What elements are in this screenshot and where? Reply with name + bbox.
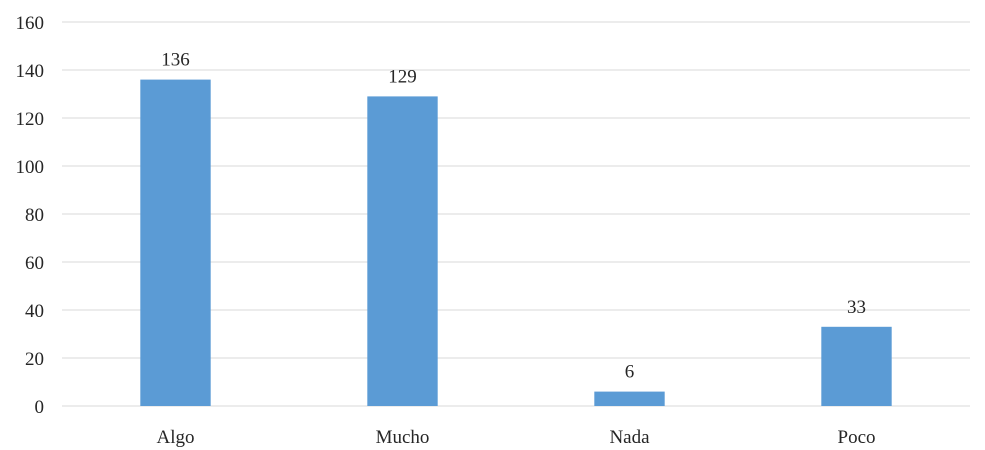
x-axis-categories: Algo Mucho Nada Poco	[157, 427, 876, 448]
y-tick-label: 40	[25, 301, 44, 322]
bar-mucho	[367, 96, 438, 407]
x-category-label-poco: Poco	[838, 427, 876, 448]
y-tick-label: 120	[16, 109, 45, 130]
bar-algo	[140, 79, 211, 406]
y-tick-label: 20	[25, 349, 44, 370]
y-tick-label: 100	[16, 157, 45, 178]
x-category-label-algo: Algo	[157, 427, 195, 448]
data-label-algo: 136	[161, 50, 190, 71]
y-tick-label: 160	[16, 13, 45, 34]
y-tick-label: 60	[25, 253, 44, 274]
y-tick-label: 0	[35, 397, 45, 418]
data-label-mucho: 129	[388, 66, 417, 87]
bar-nada	[594, 391, 665, 406]
bars	[140, 79, 892, 407]
gridlines	[62, 21, 970, 407]
y-tick-label: 140	[16, 61, 45, 82]
x-category-label-mucho: Mucho	[376, 427, 430, 448]
data-label-poco: 33	[847, 297, 866, 318]
y-tick-label: 80	[25, 205, 44, 226]
x-category-label-nada: Nada	[609, 427, 650, 448]
bar-poco	[821, 326, 892, 406]
data-label-nada: 6	[625, 362, 635, 383]
data-labels: 136 129 6 33	[161, 50, 866, 383]
y-axis-ticks: 0 20 40 60 80 100 120 140 160	[16, 13, 45, 418]
